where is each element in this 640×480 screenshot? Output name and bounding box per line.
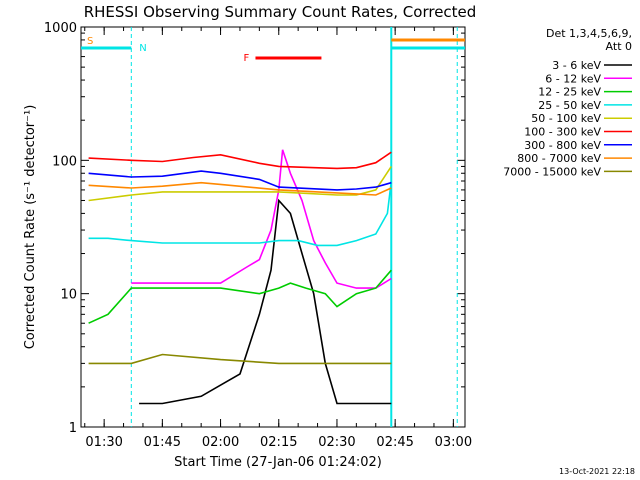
legend-label: 300 - 800 keV [524, 139, 601, 152]
annotation-n: N [139, 43, 146, 54]
annotation-f: F [243, 53, 249, 64]
y-tick-label: 1000 [44, 21, 77, 36]
series-line-8 [88, 181, 392, 196]
x-tick-label: 02:15 [260, 435, 297, 450]
x-tick-label: 02:45 [376, 435, 413, 450]
x-axis-label: Start Time (27-Jan-06 01:24:02) [174, 455, 382, 470]
y-tick-label: 1 [69, 421, 77, 436]
legend-header-2: Att 0 [606, 40, 632, 53]
legend-label: 25 - 50 keV [538, 99, 601, 112]
x-tick-label: 02:00 [202, 435, 239, 450]
series-layer [88, 149, 393, 405]
legend-label: 7000 - 15000 keV [503, 165, 601, 178]
series-line-6 [88, 151, 392, 170]
series-line-4 [88, 180, 393, 247]
y-tick-label: 10 [60, 288, 77, 303]
series-line-3 [88, 269, 392, 324]
legend-label: 800 - 7000 keV [517, 152, 601, 165]
legend-label: 6 - 12 keV [545, 72, 601, 85]
legend-header-1: Det 1,3,4,5,6,9, [546, 27, 632, 40]
series-line-7 [88, 170, 392, 191]
series-line-9 [88, 353, 392, 365]
y-tick-label: 100 [52, 154, 77, 169]
series-line-1 [139, 198, 392, 405]
series-line-5 [88, 165, 392, 202]
x-tick-label: 01:45 [144, 435, 181, 450]
annotation-s: S [87, 36, 93, 47]
legend-label: 100 - 300 keV [524, 126, 601, 139]
x-tick-labels: 01:30 01:45 02:00 02:15 02:30 02:45 03:00 [85, 435, 472, 450]
legend-label: 50 - 100 keV [531, 112, 601, 125]
footer-timestamp: 13-Oct-2021 22:18 [559, 467, 635, 476]
axis-ticks [81, 26, 465, 428]
y-axis-label: Corrected Count Rate (s⁻¹ detector⁻¹) [23, 105, 38, 350]
series-line-2 [131, 149, 392, 289]
plot-frame [80, 26, 466, 428]
x-tick-label: 01:30 [85, 435, 122, 450]
y-tick-labels: 1 10 100 1000 [44, 21, 77, 436]
x-tick-label: 02:30 [318, 435, 355, 450]
legend-label: 3 - 6 keV [552, 59, 601, 72]
chart-title: RHESSI Observing Summary Count Rates, Co… [84, 3, 477, 21]
x-tick-label: 03:00 [435, 435, 472, 450]
annotation-layer: S N F [81, 27, 465, 427]
legend-label: 12 - 25 keV [538, 86, 601, 99]
